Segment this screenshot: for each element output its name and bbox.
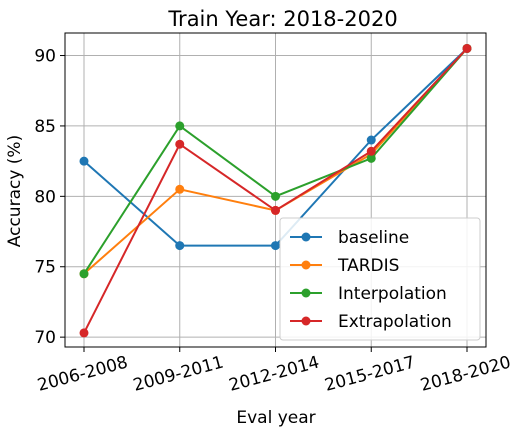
x-tick-label: 2009-2011 (131, 353, 226, 396)
x-tick-label: 2018-2020 (418, 353, 513, 396)
data-point-interpolation (271, 191, 280, 201)
y-tick-label: 70 (34, 328, 56, 348)
legend: baseline TARDIS Interpolation Extrapolation (279, 217, 481, 341)
legend-marker-baseline (301, 232, 311, 242)
y-tick-label: 90 (34, 47, 56, 67)
data-point-extrapolation (271, 205, 280, 215)
legend-marker-tardis (301, 260, 311, 270)
data-point-extrapolation (462, 43, 472, 53)
data-point-extrapolation (79, 328, 89, 338)
data-point-baseline (175, 241, 185, 251)
data-point-extrapolation (175, 139, 185, 149)
data-point-baseline (79, 156, 89, 166)
legend-marker-interpolation (301, 288, 311, 298)
data-point-interpolation (175, 121, 185, 131)
series-extrapolation (79, 43, 472, 338)
grid (65, 33, 486, 347)
x-axis-title: Eval year (236, 408, 315, 428)
legend-box (279, 217, 481, 341)
chart-title: Train Year: 2018-2020 (167, 7, 397, 31)
series-layer (79, 43, 472, 338)
x-tick-label: 2015-2017 (323, 353, 418, 396)
legend-label-baseline: baseline (338, 228, 409, 248)
legend-label-interpolation: Interpolation (338, 284, 447, 304)
y-tick-label: 75 (34, 258, 56, 278)
data-point-baseline (366, 135, 376, 145)
x-tick-label: 2012-2014 (227, 353, 322, 396)
legend-label-extrapolation: Extrapolation (338, 312, 452, 332)
data-point-tardis (175, 184, 185, 194)
data-point-interpolation (79, 269, 89, 279)
legend-label-tardis: TARDIS (337, 256, 399, 276)
y-tick-label: 85 (34, 117, 56, 137)
data-point-interpolation (366, 153, 376, 163)
data-point-baseline (271, 241, 280, 251)
y-axis-title: Accuracy (%) (5, 135, 25, 247)
y-tick-label: 80 (34, 187, 56, 207)
y-axis: 70 75 80 85 90 (34, 47, 65, 348)
x-axis: 2006-2008 2009-2011 2012-2014 2015-2017 2018… (35, 347, 513, 396)
x-tick-label: 2006-2008 (35, 353, 130, 396)
legend-marker-extrapolation (301, 316, 311, 326)
data-point-extrapolation (366, 146, 376, 156)
